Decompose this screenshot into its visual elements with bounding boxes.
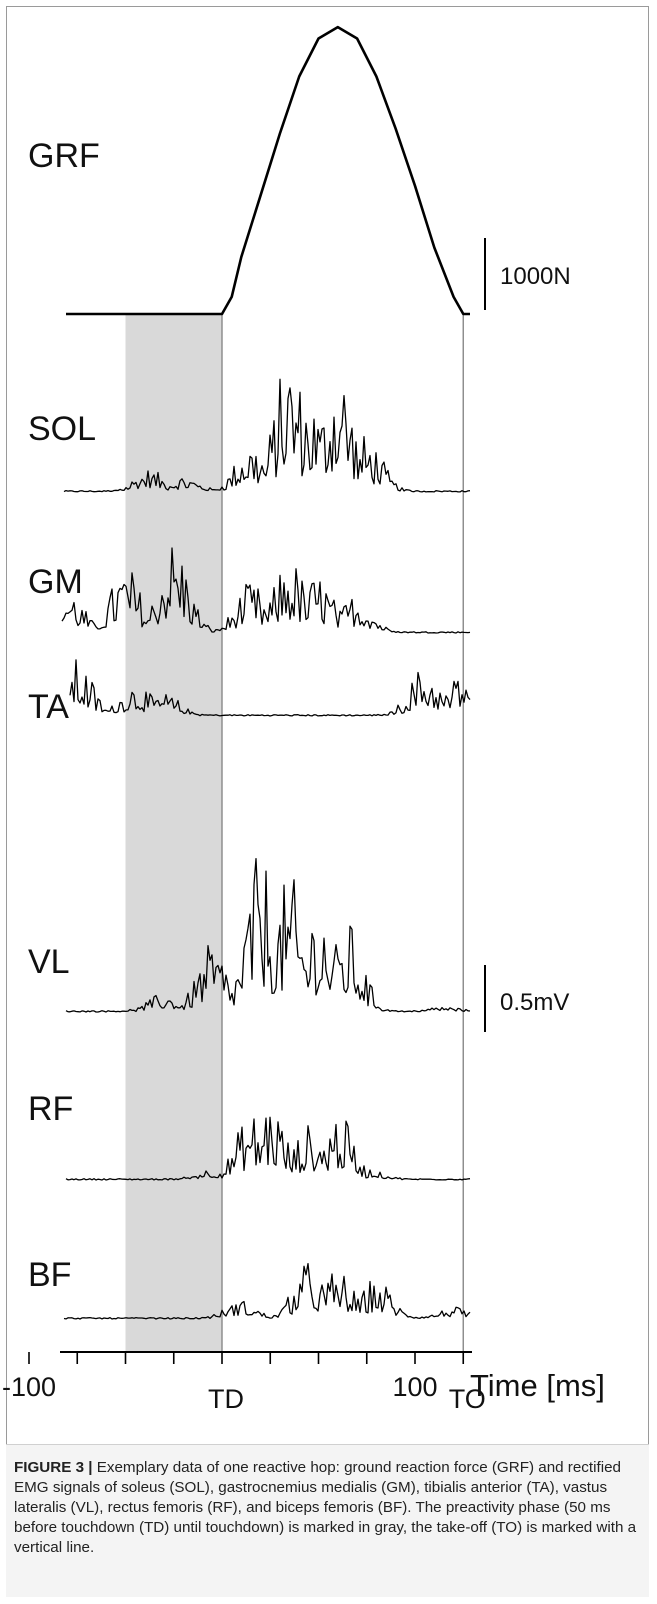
scale-bar-label-grf: 1000N	[500, 263, 571, 290]
preactivity-phase-shading	[126, 314, 223, 1352]
series-trace-grf	[66, 27, 470, 314]
x-axis-label: Time [ms]	[470, 1368, 605, 1403]
series-label-gm: GM	[28, 563, 83, 601]
figure-caption: FIGURE 3 | Exemplary data of one reactiv…	[14, 1458, 640, 1558]
figure-label: FIGURE 3 |	[14, 1459, 93, 1476]
event-label-td: TD	[208, 1384, 244, 1414]
series-label-bf: BF	[28, 1256, 71, 1294]
x-tick-label: 100	[392, 1372, 437, 1402]
series-label-vl: VL	[28, 943, 70, 981]
series-label-rf: RF	[28, 1090, 73, 1128]
x-tick-label: -100	[2, 1372, 56, 1402]
series-label-ta: TA	[28, 688, 69, 726]
series-trace-bf	[64, 1264, 470, 1319]
caption-text: Exemplary data of one reactive hop: grou…	[14, 1459, 636, 1556]
series-trace-sol	[64, 379, 470, 492]
series-trace-gm	[62, 548, 470, 633]
scale-bar-label-emg: 0.5mV	[500, 989, 569, 1016]
series-label-sol: SOL	[28, 410, 96, 448]
series-label-grf: GRF	[28, 137, 100, 175]
